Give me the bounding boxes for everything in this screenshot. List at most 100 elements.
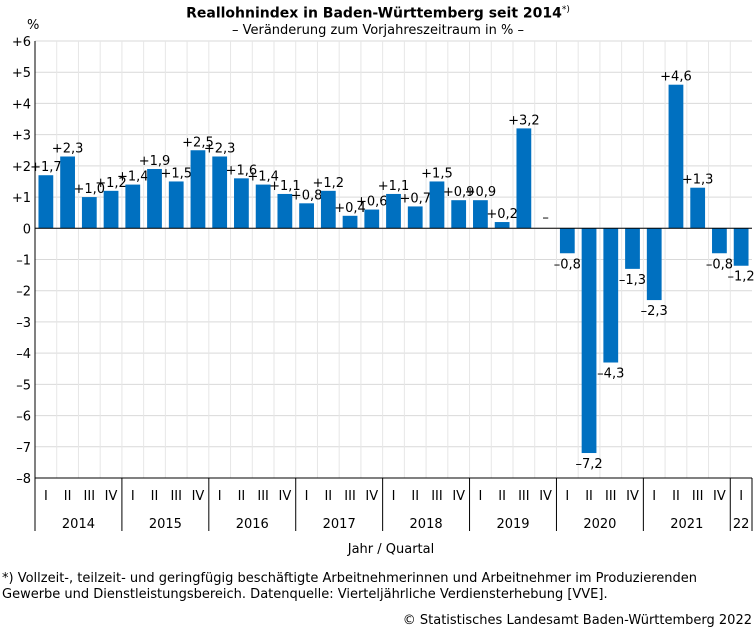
y-tick-label: –7 (16, 441, 31, 456)
y-tick-label: +4 (12, 97, 31, 112)
y-tick-label: –8 (16, 472, 31, 487)
y-tick-label: –5 (16, 378, 31, 393)
bar (581, 228, 597, 454)
chart-title-footnote-mark: *) (561, 5, 570, 15)
bar (603, 228, 619, 363)
x-tick-quarter-label: I (565, 489, 569, 504)
x-tick-quarter-label: I (478, 489, 482, 504)
x-tick-quarter-label: IV (626, 489, 639, 504)
x-tick-year-label: 2018 (410, 517, 443, 532)
x-tick-quarter-label: III (257, 489, 269, 504)
y-tick-label: +1 (12, 191, 31, 206)
x-tick-quarter-label: II (585, 489, 593, 504)
value-label: +1,4 (117, 170, 149, 185)
bar (277, 193, 293, 229)
x-tick-quarter-label: IV (452, 489, 465, 504)
bar (320, 190, 336, 229)
x-tick-quarter-label: III (692, 489, 704, 504)
bar (625, 228, 640, 269)
bar (103, 190, 119, 229)
bar (494, 222, 510, 229)
x-tick-quarter-label: I (392, 489, 396, 504)
y-tick-label: –2 (16, 285, 31, 300)
source-credit: © Statistisches Landesamt Baden-Württemb… (402, 613, 752, 628)
value-label: +1,4 (247, 170, 279, 185)
value-label: – (542, 210, 549, 225)
value-label: –1,3 (619, 273, 646, 288)
x-tick-year-label: 2016 (236, 517, 269, 532)
x-tick-quarter-label: I (44, 489, 48, 504)
bar (299, 203, 314, 229)
value-label: +2,5 (182, 135, 214, 150)
footnote: *) Vollzeit-, teilzeit- und geringfügig … (2, 571, 698, 602)
x-tick-quarter-label: II (672, 489, 680, 504)
bar (473, 200, 488, 229)
chart-title-block: Reallohnindex in Baden-Württemberg seit … (0, 2, 756, 39)
bar (342, 215, 358, 229)
value-label: +0,6 (356, 195, 388, 210)
value-label: +1,5 (421, 166, 453, 181)
x-tick-year-label: 2019 (496, 517, 529, 532)
x-tick-quarter-label: II (64, 489, 72, 504)
bar-chart: +6 +5 +4 +3 +2 +1 0 –1 –2 –3 –4 –5 –6 –7 –8 +1,7 +2,3 +1,… (12, 35, 755, 532)
value-label: –0,8 (554, 257, 581, 272)
y-tick-label: +2 (12, 160, 31, 175)
x-tick-year-label: 2017 (323, 517, 356, 532)
value-label: –2,3 (641, 304, 668, 319)
value-label: +0,9 (443, 185, 475, 200)
x-tick-quarter-label: II (238, 489, 246, 504)
x-tick-quarter-label: I (652, 489, 656, 504)
y-tick-label: +6 (12, 35, 31, 50)
value-label: +1,2 (313, 176, 345, 191)
bar (429, 181, 445, 229)
bar (733, 228, 749, 266)
x-tick-quarter-label: IV (192, 489, 205, 504)
chart-title-text: Reallohnindex in Baden-Württemberg seit … (186, 5, 562, 22)
bar (712, 228, 727, 254)
bar (407, 206, 423, 229)
value-label: +1,5 (160, 166, 192, 181)
x-tick-quarter-label: IV (713, 489, 726, 504)
x-tick-quarter-label: IV (278, 489, 291, 504)
x-tick-quarter-label: II (498, 489, 506, 504)
x-tick-quarter-label: I (739, 489, 743, 504)
bar (559, 228, 575, 254)
y-tick-label: –4 (16, 347, 31, 362)
bar (386, 193, 401, 229)
x-tick-quarter-label: III (84, 489, 96, 504)
x-tick-year-label: 2020 (583, 517, 616, 532)
bar (690, 187, 706, 229)
x-tick-quarter-label: IV (365, 489, 378, 504)
x-tick-quarter-label: II (151, 489, 159, 504)
y-tick-label: +5 (12, 66, 31, 81)
value-label: +1,1 (378, 179, 410, 194)
value-label: +0,4 (334, 201, 366, 216)
x-tick-quarter-label: II (324, 489, 332, 504)
bar (255, 184, 271, 229)
x-tick-quarter-label: II (411, 489, 419, 504)
value-label: +1,9 (139, 154, 171, 169)
x-tick-quarter-label: III (431, 489, 443, 504)
x-tick-year-label: 22 (733, 517, 750, 532)
value-label: +1,6 (226, 163, 258, 178)
chart-title: Reallohnindex in Baden-Württemberg seit … (0, 2, 756, 23)
x-tick-quarter-label: I (218, 489, 222, 504)
value-label: +4,6 (660, 70, 692, 85)
x-tick-quarter-label: III (605, 489, 617, 504)
value-label: +2,3 (52, 141, 84, 156)
x-tick-quarter-label: III (344, 489, 356, 504)
x-tick-year-label: 2014 (62, 517, 95, 532)
value-label: +0,9 (465, 185, 497, 200)
chart-subtitle: – Veränderung zum Vorjahreszeitraum in %… (231, 22, 525, 38)
x-tick-quarter-label: IV (539, 489, 552, 504)
x-tick-year-label: 2021 (670, 517, 703, 532)
value-label: +0,8 (291, 188, 323, 203)
bar (190, 150, 206, 229)
value-label: –1,2 (728, 270, 755, 285)
x-tick-quarter-label: III (518, 489, 530, 504)
value-label: –7,2 (575, 457, 602, 472)
value-label: +0,2 (486, 207, 518, 222)
value-label: +1,7 (30, 160, 62, 175)
y-axis-unit: % (27, 18, 40, 33)
y-tick-label: –3 (16, 316, 31, 331)
